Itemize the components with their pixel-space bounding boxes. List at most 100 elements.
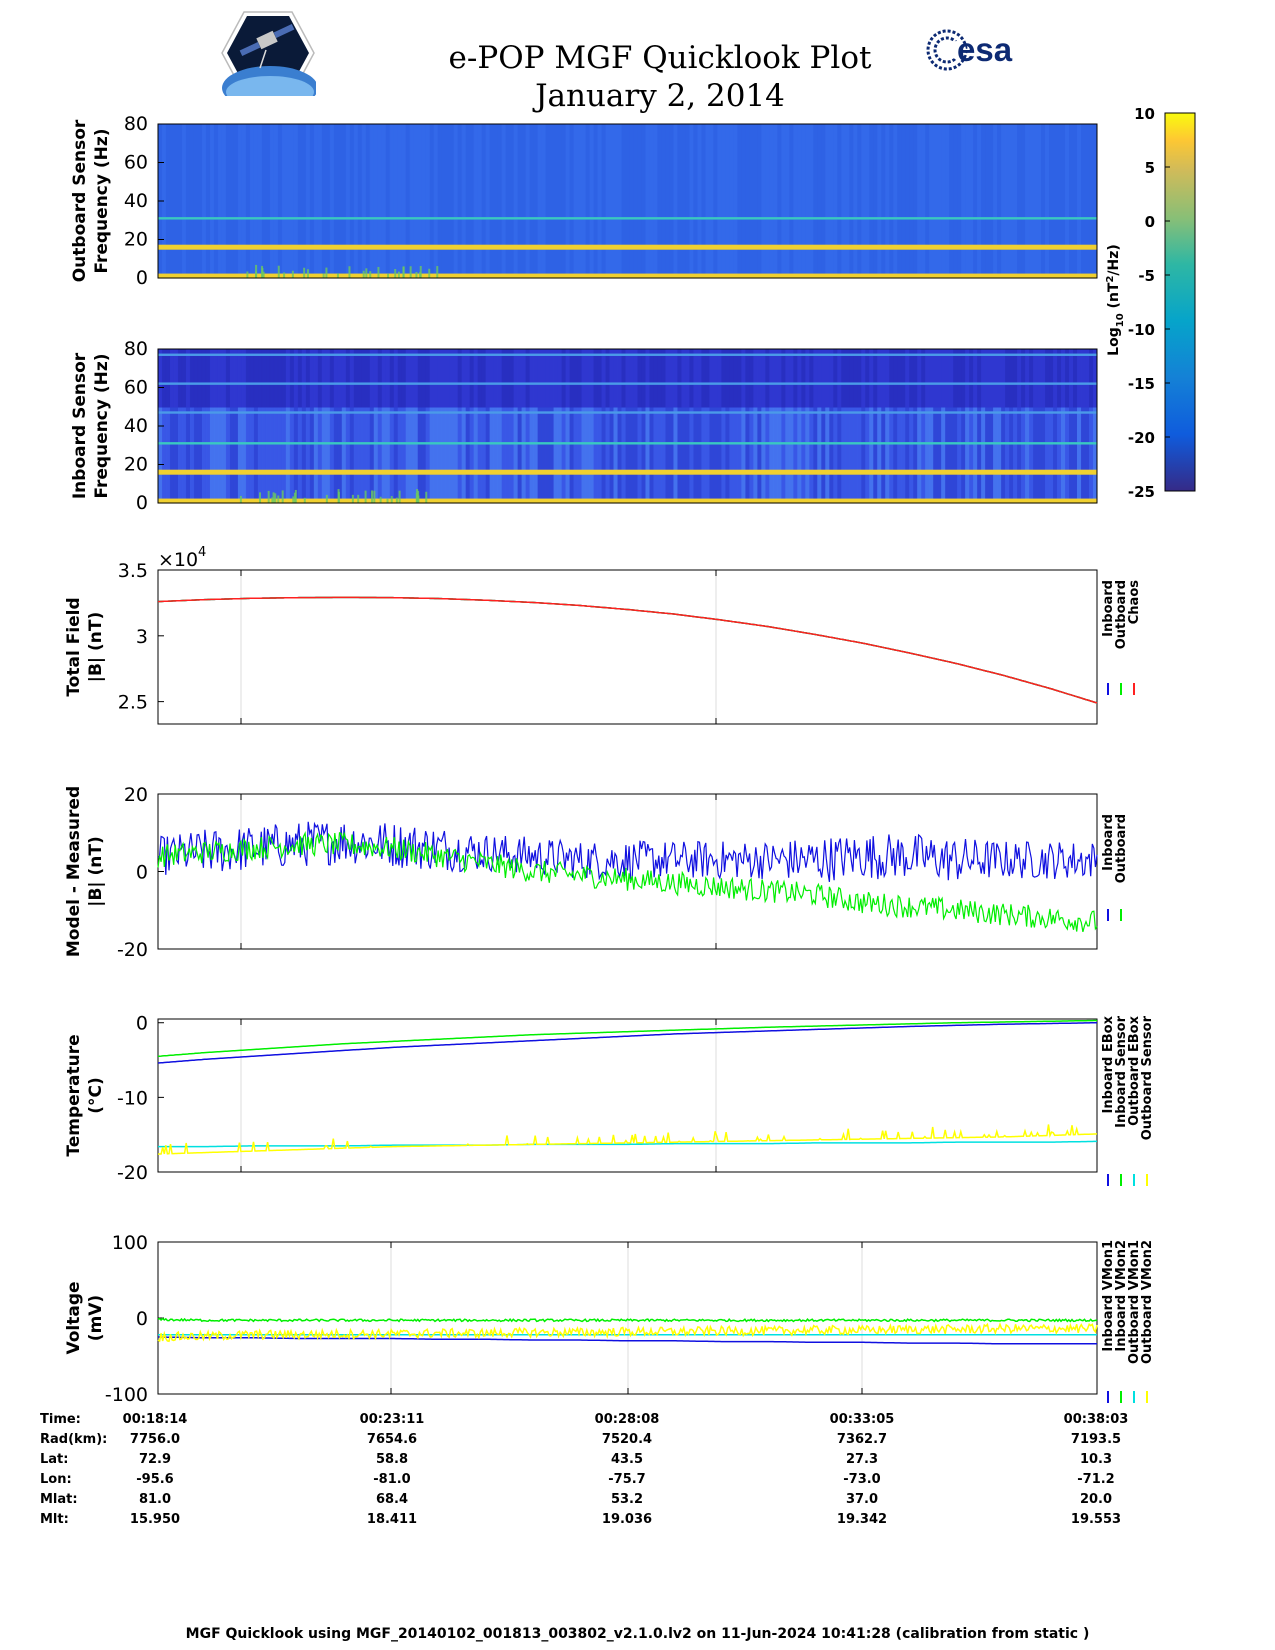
inboard-spectrogram-harmonic-line	[158, 442, 1097, 445]
inboard-spectrogram-column	[217, 349, 223, 408]
inboard-spectrogram-column	[537, 407, 542, 503]
inboard-spectrogram-column	[857, 407, 862, 503]
inboard-spectrogram-column	[1009, 349, 1014, 408]
inboard-spectrogram-column	[945, 407, 950, 503]
inboard-spectrogram-column	[233, 407, 239, 503]
voltage-legend-label: Inboard VMon1	[1101, 1240, 1116, 1352]
outboard-spectrogram-column	[357, 124, 363, 278]
inboard-spectrogram-column	[181, 349, 187, 408]
outboard-spectrogram-column	[257, 124, 263, 278]
temperature-ylabel-line: Temperature	[64, 1034, 84, 1156]
inboard-spectrogram-column	[269, 407, 275, 503]
ephemeris-value: -81.0	[373, 1472, 411, 1487]
outboard-spectrogram-column	[509, 124, 515, 278]
outboard-spectrogram-lowfreq-burst	[262, 271, 265, 278]
inboard-spectrogram-column	[369, 407, 375, 503]
outboard-spectrogram-column	[425, 124, 431, 278]
outboard-spectrogram-column	[765, 124, 770, 278]
inboard-spectrogram-column	[429, 407, 435, 503]
inboard-spectrogram-column	[841, 407, 846, 503]
inboard-spectrogram-column	[941, 349, 946, 408]
inboard-spectrogram-column	[429, 349, 435, 408]
inboard-spectrogram-column	[305, 407, 311, 503]
inboard-spectrogram-column	[505, 349, 511, 408]
outboard-spectrogram-column	[1089, 124, 1094, 278]
outboard-spectrogram-ylabel-line: Frequency (Hz)	[92, 128, 112, 273]
inboard-spectrogram-column	[1033, 407, 1038, 503]
inboard-spectrogram-column	[701, 407, 706, 503]
outboard-spectrogram-tick-label: 80	[124, 113, 148, 135]
inboard-spectrogram-column	[441, 407, 447, 503]
outboard-spectrogram-lowfreq-burst	[325, 267, 328, 278]
outboard-spectrogram-lowfreq-burst	[348, 266, 351, 278]
inboard-spectrogram-column	[1081, 349, 1086, 408]
outboard-spectrogram-column	[933, 124, 938, 278]
outboard-spectrogram-column	[413, 124, 419, 278]
inboard-spectrogram-column	[949, 349, 954, 408]
outboard-spectrogram-column	[717, 124, 722, 278]
inboard-spectrogram-lowfreq-burst	[351, 494, 354, 503]
voltage-series-inboard-vmon2	[157, 1317, 1098, 1323]
inboard-spectrogram-column	[1029, 349, 1034, 408]
colorbar-label-part: (nT	[1106, 282, 1122, 313]
ephemeris-value: 00:18:14	[122, 1412, 188, 1427]
temperature-ylabel-line: (°C)	[86, 1077, 106, 1114]
ephemeris-value: 37.0	[845, 1492, 879, 1507]
inboard-spectrogram-column	[721, 349, 726, 408]
inboard-spectrogram-column	[517, 407, 523, 503]
model-measured-tick-label: 20	[124, 784, 148, 806]
ephemeris-value: -75.7	[608, 1472, 646, 1487]
inboard-spectrogram-column	[569, 407, 574, 503]
inboard-spectrogram-column	[158, 407, 163, 503]
ephemeris-value: 00:28:08	[594, 1412, 660, 1427]
temperature-legend-entry: Outboard Sensor	[1140, 1015, 1155, 1140]
inboard-spectrogram-column	[833, 407, 838, 503]
inboard-spectrogram-column	[285, 407, 291, 503]
inboard-spectrogram-column	[433, 349, 439, 408]
inboard-spectrogram-column	[709, 349, 714, 408]
inboard-spectrogram-column	[597, 407, 602, 503]
outboard-spectrogram-column	[705, 124, 710, 278]
outboard-spectrogram-column	[533, 124, 538, 278]
inboard-spectrogram-column	[601, 407, 606, 503]
inboard-spectrogram-column	[485, 407, 491, 503]
inboard-spectrogram-column	[625, 407, 630, 503]
outboard-spectrogram-column	[633, 124, 638, 278]
inboard-spectrogram-column	[697, 407, 702, 503]
inboard-spectrogram-column	[933, 407, 938, 503]
inboard-spectrogram-column	[385, 349, 391, 408]
inboard-spectrogram-lowfreq-burst	[303, 497, 306, 503]
inboard-spectrogram-column	[393, 349, 399, 408]
total-field-legend-label: Inboard	[1101, 580, 1116, 637]
inboard-spectrogram-column	[573, 349, 578, 408]
inboard-spectrogram-column	[781, 349, 786, 408]
outboard-spectrogram-harmonic-line	[158, 217, 1097, 220]
outboard-spectrogram-column	[541, 124, 546, 278]
outboard-spectrogram-tick-label: 20	[124, 229, 148, 251]
inboard-spectrogram-column	[461, 407, 467, 503]
inboard-spectrogram-column	[1077, 407, 1082, 503]
outboard-spectrogram-column	[613, 124, 618, 278]
outboard-spectrogram-column	[673, 124, 678, 278]
inboard-spectrogram-column	[401, 349, 407, 408]
inboard-spectrogram-column	[1001, 407, 1006, 503]
temperature-series-inboard-ebox	[157, 1021, 1098, 1064]
inboard-spectrogram-column	[593, 407, 598, 503]
outboard-spectrogram-lowfreq-burst	[246, 271, 249, 278]
inboard-spectrogram-column	[817, 349, 822, 408]
ephemeris-value: 53.2	[610, 1492, 644, 1507]
outboard-spectrogram-column	[697, 124, 702, 278]
outboard-spectrogram-column	[777, 124, 782, 278]
outboard-spectrogram-column	[481, 124, 487, 278]
outboard-spectrogram-column	[205, 124, 211, 278]
temperature-tick-label: -20	[117, 1162, 148, 1184]
outboard-spectrogram-column	[617, 124, 622, 278]
outboard-spectrogram-column	[469, 124, 475, 278]
outboard-spectrogram-column	[497, 124, 503, 278]
outboard-spectrogram-column	[601, 124, 606, 278]
outboard-spectrogram-column	[1013, 124, 1018, 278]
outboard-spectrogram-column	[429, 124, 435, 278]
inboard-spectrogram-column	[165, 349, 171, 408]
outboard-spectrogram-column	[461, 124, 467, 278]
